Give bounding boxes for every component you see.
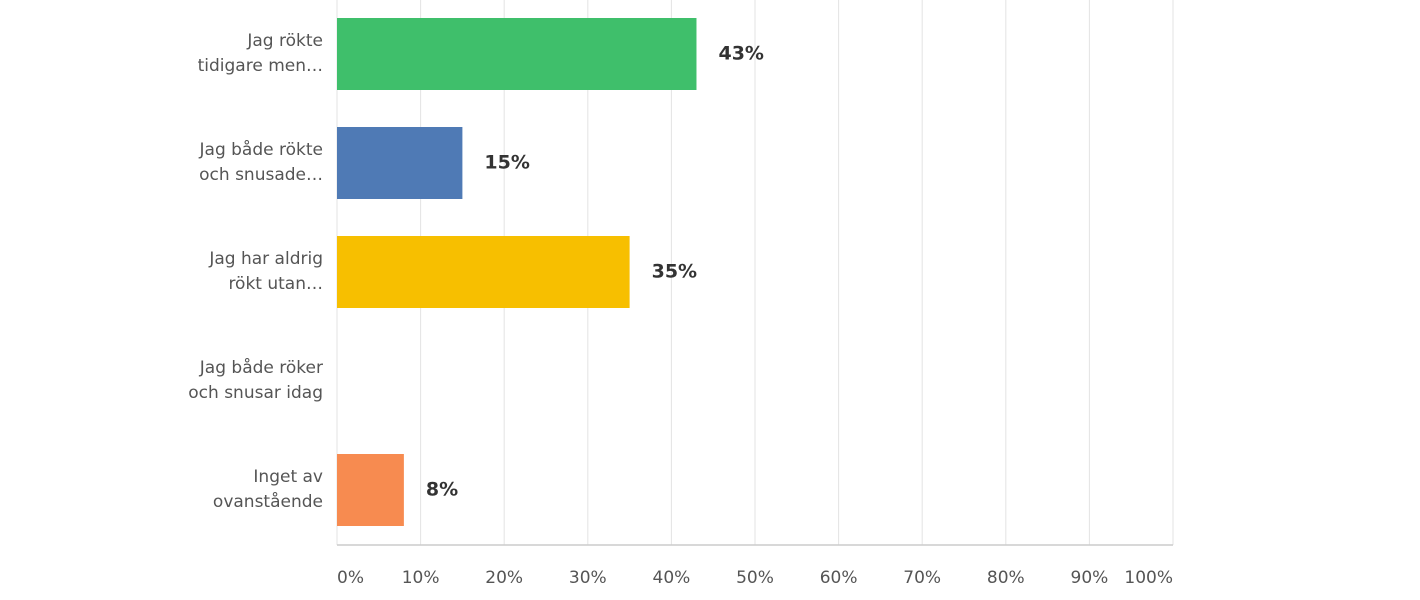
x-tick-label: 90% [1071,568,1109,588]
value-label: 15% [484,152,529,174]
x-tick-label: 20% [485,568,523,588]
x-tick-label: 40% [653,568,691,588]
x-tick-label: 50% [736,568,774,588]
x-tick-label: 70% [903,568,941,588]
x-tick-label: 0% [337,568,364,588]
value-label: 43% [718,43,763,65]
bar [337,127,463,199]
value-label: 8% [426,479,458,501]
category-label: Jag både rökte och snusade… [199,140,323,185]
x-tick-label: 30% [569,568,607,588]
bar [337,18,697,90]
value-label: 35% [652,261,697,283]
category-label: Jag rökte tidigare men… [197,31,323,76]
category-label: Inget av ovanstående [212,467,323,512]
x-tick-label: 60% [820,568,858,588]
bar [337,236,630,308]
category-label: Jag har aldrig rökt utan… [209,249,323,294]
category-label: Jag både röker och snusar idag [188,358,323,403]
x-tick-label: 10% [402,568,440,588]
x-tick-label: 80% [987,568,1025,588]
x-tick-label: 100% [1124,568,1173,588]
bar [337,454,404,526]
